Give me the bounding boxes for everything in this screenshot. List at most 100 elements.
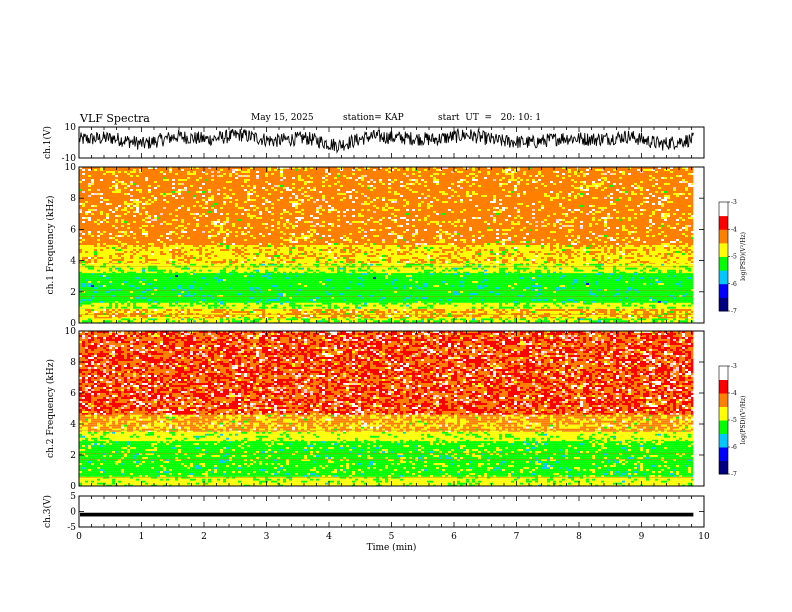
psd-cell <box>439 293 442 295</box>
psd-cell <box>658 293 661 295</box>
psd-cell <box>157 317 160 318</box>
psd-cell <box>202 291 205 293</box>
psd-cell <box>631 277 634 279</box>
psd-cell <box>391 285 394 287</box>
psd-cell <box>385 309 388 311</box>
psd-cell <box>553 279 556 281</box>
psd-cell <box>589 317 592 318</box>
psd-cell <box>268 277 271 279</box>
psd-cell <box>514 277 517 279</box>
psd-cell <box>181 303 184 305</box>
psd-cell <box>487 273 490 275</box>
psd-cell <box>349 317 352 318</box>
psd-cell <box>313 307 316 309</box>
psd-cell <box>310 275 313 277</box>
psd-cell <box>685 285 688 287</box>
psd-cell <box>598 279 601 281</box>
psd-cell <box>445 320 448 322</box>
psd-cell <box>178 273 181 275</box>
psd-cell <box>400 279 403 281</box>
psd-cell <box>436 283 439 285</box>
psd-cell <box>685 317 688 318</box>
psd-cell <box>520 295 523 297</box>
psd-cell <box>343 287 346 289</box>
psd-cell <box>646 277 649 279</box>
psd-cell <box>361 293 364 295</box>
psd-cell <box>445 303 448 305</box>
psd-cell <box>652 317 655 318</box>
psd-cell <box>604 305 607 307</box>
psd-cell <box>265 285 268 287</box>
psd-cell <box>634 283 637 285</box>
psd-cell <box>613 287 616 289</box>
psd-cell <box>154 307 157 309</box>
psd-cell <box>523 283 526 285</box>
psd-cell <box>154 279 157 281</box>
psd-cell <box>190 277 193 279</box>
psd-cell <box>274 303 277 305</box>
psd-cell <box>178 311 181 313</box>
psd-cell <box>262 305 265 307</box>
psd-cell <box>187 307 190 309</box>
psd-cell <box>172 295 175 297</box>
psd-cell <box>97 295 100 297</box>
psd-cell <box>97 318 100 320</box>
psd-cell <box>397 285 400 287</box>
psd-cell <box>451 275 454 277</box>
psd-cell <box>289 283 292 285</box>
psd-cell <box>328 295 331 297</box>
psd-cell <box>436 277 439 279</box>
psd-cell <box>421 279 424 281</box>
psd-cell <box>211 291 214 293</box>
psd-cell <box>121 295 124 297</box>
psd-cell <box>316 293 319 295</box>
psd-cell <box>256 275 259 277</box>
psd-cell <box>382 273 385 275</box>
psd-cell <box>349 315 352 317</box>
psd-cell <box>574 279 577 281</box>
psd-cell <box>145 277 148 279</box>
psd-cell <box>379 277 382 279</box>
psd-cell <box>184 281 187 283</box>
psd-cell <box>511 320 514 322</box>
psd-cell <box>610 320 613 322</box>
psd-cell <box>487 283 490 285</box>
psd-cell <box>544 311 547 313</box>
psd-cell <box>559 305 562 307</box>
psd-cell <box>91 315 94 317</box>
psd-cell <box>172 303 175 305</box>
psd-cell <box>571 311 574 313</box>
psd-cell <box>460 275 463 277</box>
psd-cell <box>301 303 304 305</box>
psd-cell <box>373 293 376 295</box>
psd-cell <box>409 317 412 318</box>
psd-cell <box>253 315 256 317</box>
psd-cell <box>559 273 562 275</box>
psd-cell <box>613 275 616 277</box>
psd-cell <box>469 277 472 279</box>
psd-cell <box>370 287 373 289</box>
psd-cell <box>388 305 391 307</box>
psd-cell <box>133 305 136 307</box>
psd-cell <box>130 309 133 311</box>
psd-cell <box>91 275 94 277</box>
psd-cell <box>181 320 184 322</box>
psd-cell <box>493 309 496 311</box>
psd-cell <box>85 303 88 305</box>
psd-cell <box>364 279 367 281</box>
psd-cell <box>616 279 619 281</box>
psd-cell <box>535 309 538 311</box>
psd-cell <box>388 279 391 281</box>
psd-cell <box>412 309 415 311</box>
psd-cell <box>544 320 547 322</box>
psd-cell <box>592 307 595 309</box>
psd-cell <box>637 273 640 275</box>
psd-cell <box>202 285 205 287</box>
psd-cell <box>601 291 604 293</box>
psd-cell <box>616 275 619 277</box>
psd-cell <box>649 317 652 318</box>
psd-cell <box>196 303 199 305</box>
psd-cell <box>112 305 115 307</box>
psd-cell <box>562 318 565 320</box>
psd-cell <box>556 291 559 293</box>
